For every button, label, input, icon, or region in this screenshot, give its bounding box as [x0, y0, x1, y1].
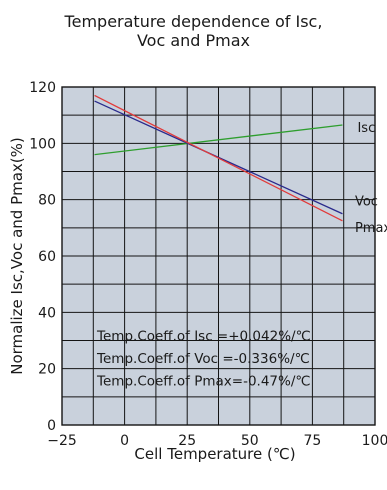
y-tick-label: 0	[47, 418, 56, 434]
x-tick-label: 50	[241, 433, 259, 449]
series-label-isc: Isc	[357, 121, 375, 136]
label-layer: Isc Voc Pmax Temp.Coeff.of Isc =+0.042%/℃ Te…	[96, 121, 387, 390]
series-line-isc	[94, 124, 343, 156]
y-axis-label: Normalize Isc,Voc and Pmax(%)	[8, 137, 26, 375]
x-tick-label: 0	[120, 433, 129, 449]
x-tick-label: 25	[178, 433, 196, 449]
chart-title-line-1: Temperature dependence of Isc,	[64, 12, 323, 31]
y-tick-label: 80	[38, 193, 56, 209]
series-label-voc: Voc	[355, 194, 378, 209]
x-tick-label: 75	[303, 433, 321, 449]
plot-frame	[61, 86, 376, 426]
series-line-pmax	[94, 94, 343, 222]
chart-title: Temperature dependence of Isc, Voc and P…	[0, 12, 387, 50]
temperature-coefficient-annotation: Temp.Coeff.of Pmax=-0.47%/℃	[96, 374, 311, 390]
temperature-coefficient-annotation: Temp.Coeff.of Isc =+0.042%/℃	[96, 329, 311, 345]
y-tick-label: 120	[29, 80, 56, 96]
x-tick-label: −25	[47, 433, 77, 449]
grid	[62, 87, 375, 425]
temperature-coefficient-annotation: Temp.Coeff.of Voc =-0.336%/℃	[96, 351, 310, 367]
x-tick-label: 100	[362, 433, 387, 449]
y-tick-label: 100	[29, 136, 56, 152]
chart-title-line-2: Voc and Pmax	[136, 31, 251, 50]
series-layer	[94, 94, 343, 222]
y-tick-label: 20	[38, 362, 56, 378]
x-axis-label: Cell Temperature (℃)	[134, 445, 295, 463]
series-label-pmax: Pmax	[355, 221, 387, 236]
y-tick-label: 40	[38, 305, 56, 321]
y-tick-label: 60	[38, 249, 56, 265]
